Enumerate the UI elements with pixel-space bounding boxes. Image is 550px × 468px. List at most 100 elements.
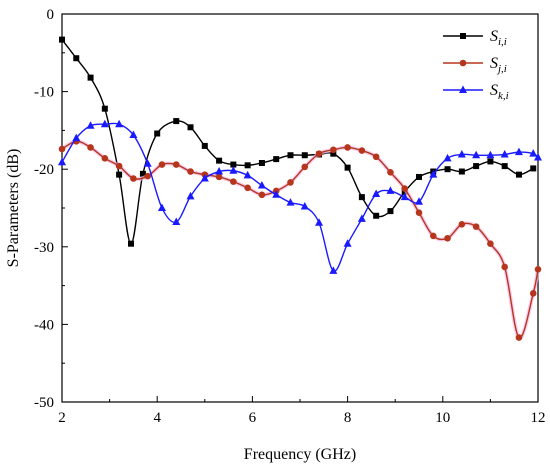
data-point (215, 167, 224, 175)
series-k-i (58, 119, 542, 274)
data-point (229, 166, 238, 174)
data-point (315, 150, 323, 157)
data-point (172, 217, 181, 225)
data-point (358, 194, 365, 201)
x-tick-label: 6 (249, 410, 257, 426)
data-point (201, 142, 208, 149)
data-point (128, 240, 135, 247)
data-point (344, 164, 351, 171)
data-point (514, 147, 523, 156)
data-point (200, 174, 209, 182)
y-tick-label: -50 (34, 395, 54, 411)
data-point (386, 186, 395, 194)
data-point (429, 232, 437, 240)
data-point (216, 157, 223, 164)
data-point (286, 198, 295, 206)
data-point (154, 130, 161, 137)
x-tick-label: 2 (58, 410, 66, 426)
data-point (258, 191, 266, 199)
data-point (287, 152, 294, 159)
data-point (534, 153, 542, 161)
data-point (130, 175, 137, 182)
data-point (215, 173, 223, 181)
data-point (230, 178, 237, 185)
legend-marker (459, 59, 467, 67)
data-point (115, 119, 124, 128)
data-point (230, 161, 237, 168)
data-point (487, 240, 494, 247)
data-point (443, 153, 452, 162)
data-point (530, 165, 537, 172)
data-point (87, 144, 94, 151)
data-point (243, 170, 252, 179)
data-point (472, 150, 481, 159)
data-point (272, 190, 281, 198)
data-point (344, 144, 351, 151)
data-point (273, 156, 280, 163)
data-point (358, 147, 366, 154)
data-point (101, 105, 108, 112)
data-point (372, 153, 380, 161)
data-point (144, 172, 151, 180)
data-point (300, 201, 309, 210)
data-point (329, 266, 338, 274)
data-point (458, 168, 465, 175)
data-point (534, 266, 542, 273)
data-point (287, 179, 294, 186)
data-point (59, 36, 65, 43)
y-tick-label: -30 (34, 240, 54, 256)
data-point (257, 180, 266, 189)
series-line (61, 122, 539, 272)
data-point (400, 192, 409, 201)
data-point (501, 163, 508, 170)
data-point (457, 149, 466, 158)
data-point (187, 124, 194, 131)
data-point (486, 150, 495, 159)
data-point (373, 212, 380, 219)
data-point (87, 74, 94, 81)
legend-item: Sj,i (443, 55, 507, 75)
data-point (515, 171, 522, 178)
data-point (73, 55, 80, 62)
data-point (244, 184, 251, 192)
data-point (143, 159, 152, 167)
data-point (115, 162, 123, 170)
data-point (501, 263, 508, 271)
y-tick-label: -10 (34, 85, 54, 101)
data-point (343, 239, 352, 247)
data-point (158, 161, 166, 168)
legend-item: Si,i (443, 28, 507, 48)
data-point (139, 170, 146, 177)
data-point (472, 223, 480, 230)
data-point (401, 185, 409, 192)
data-point (157, 203, 166, 211)
data-point (58, 145, 66, 153)
data-point (301, 163, 309, 171)
data-point (86, 121, 95, 129)
y-axis-title: S-Parameters (dB) (5, 149, 22, 268)
data-point (116, 171, 123, 178)
data-point (101, 155, 109, 162)
data-point (258, 159, 265, 166)
legend-label: Sk,i (490, 82, 509, 102)
x-tick-label: 10 (435, 410, 450, 426)
data-point (330, 146, 337, 154)
x-axis-title: Frequency (GHz) (244, 446, 356, 463)
data-point (473, 163, 480, 170)
data-point (58, 157, 66, 166)
series-line (61, 39, 534, 245)
data-point (187, 168, 194, 175)
legend-label: Si,i (490, 28, 507, 48)
data-point (458, 220, 466, 228)
data-point (372, 189, 381, 198)
y-tick-label: -20 (34, 162, 54, 178)
plot-frame (61, 13, 539, 403)
data-point (172, 161, 180, 168)
data-point (387, 208, 394, 215)
data-point (416, 173, 422, 180)
data-point (387, 169, 394, 176)
data-point (444, 166, 451, 173)
x-tick-label: 12 (531, 410, 546, 426)
data-point (72, 133, 81, 142)
data-point (415, 197, 423, 205)
